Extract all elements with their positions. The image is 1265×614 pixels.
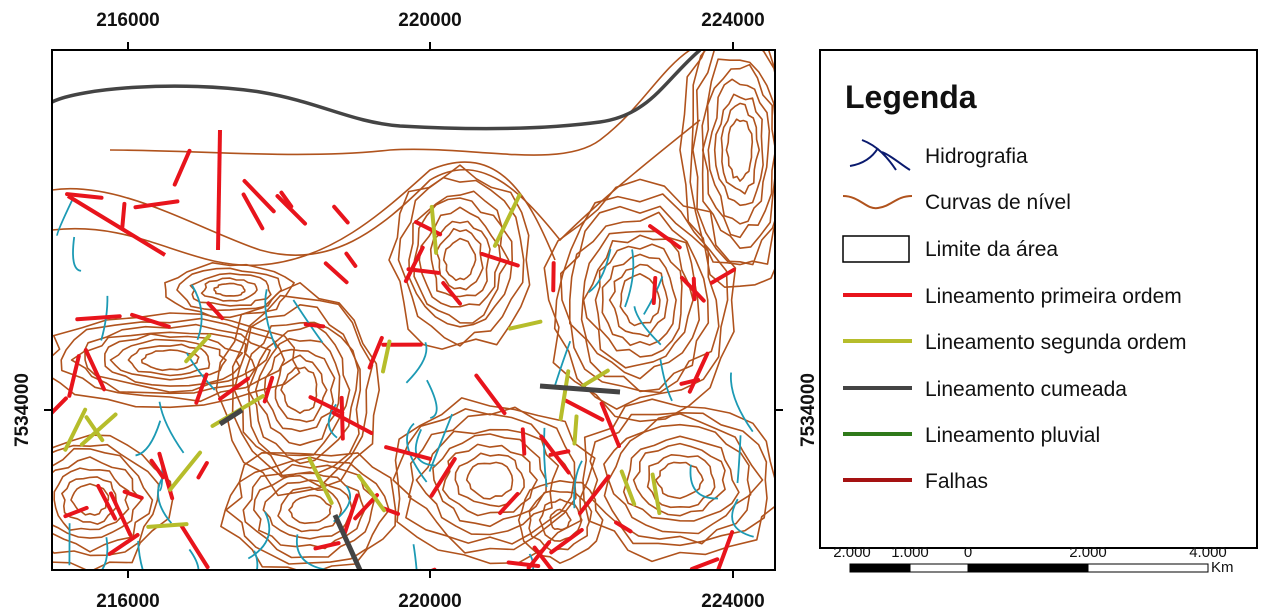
coord-label: 216000 (96, 591, 159, 612)
coord-label: 7534000 (798, 373, 819, 447)
legend-label: Lineamento primeira ordem (925, 285, 1182, 308)
coord-label: 7534000 (12, 373, 33, 447)
scale-bar (850, 564, 1208, 572)
lineament-first-order (218, 130, 220, 250)
lineament-first-order (122, 204, 124, 228)
map-figure: 216000 220000 224000 216000 220000 22400… (0, 0, 1265, 614)
legend-label: Lineamento pluvial (925, 424, 1100, 447)
scale-label: 2.000 (1069, 544, 1107, 561)
legend-label: Falhas (925, 470, 988, 493)
legend-label: Lineamento segunda ordem (925, 331, 1187, 354)
lineament-second-order (148, 524, 186, 527)
scale-unit: Km (1211, 559, 1234, 576)
coord-label: 216000 (96, 10, 159, 31)
legend-title: Legenda (845, 79, 977, 115)
scale-label: 0 (964, 544, 972, 561)
lineament-second-order (574, 416, 576, 443)
legend-label: Hidrografia (925, 145, 1028, 168)
lineament-first-order (694, 279, 695, 299)
lineament-first-order (306, 324, 324, 326)
legend-label: Lineamento cumeada (925, 378, 1127, 401)
legend-label: Limite da área (925, 238, 1058, 261)
lineament-first-order (342, 398, 343, 439)
coord-label: 224000 (701, 591, 764, 612)
coord-label: 220000 (398, 591, 461, 612)
legend-label: Curvas de nível (925, 191, 1071, 214)
scale-label: 2.000 (833, 544, 871, 561)
coord-label: 224000 (701, 10, 764, 31)
scale-label: 1.000 (891, 544, 929, 561)
coord-label: 220000 (398, 10, 461, 31)
lineament-first-order (523, 429, 525, 453)
lineament-first-order (654, 278, 656, 303)
